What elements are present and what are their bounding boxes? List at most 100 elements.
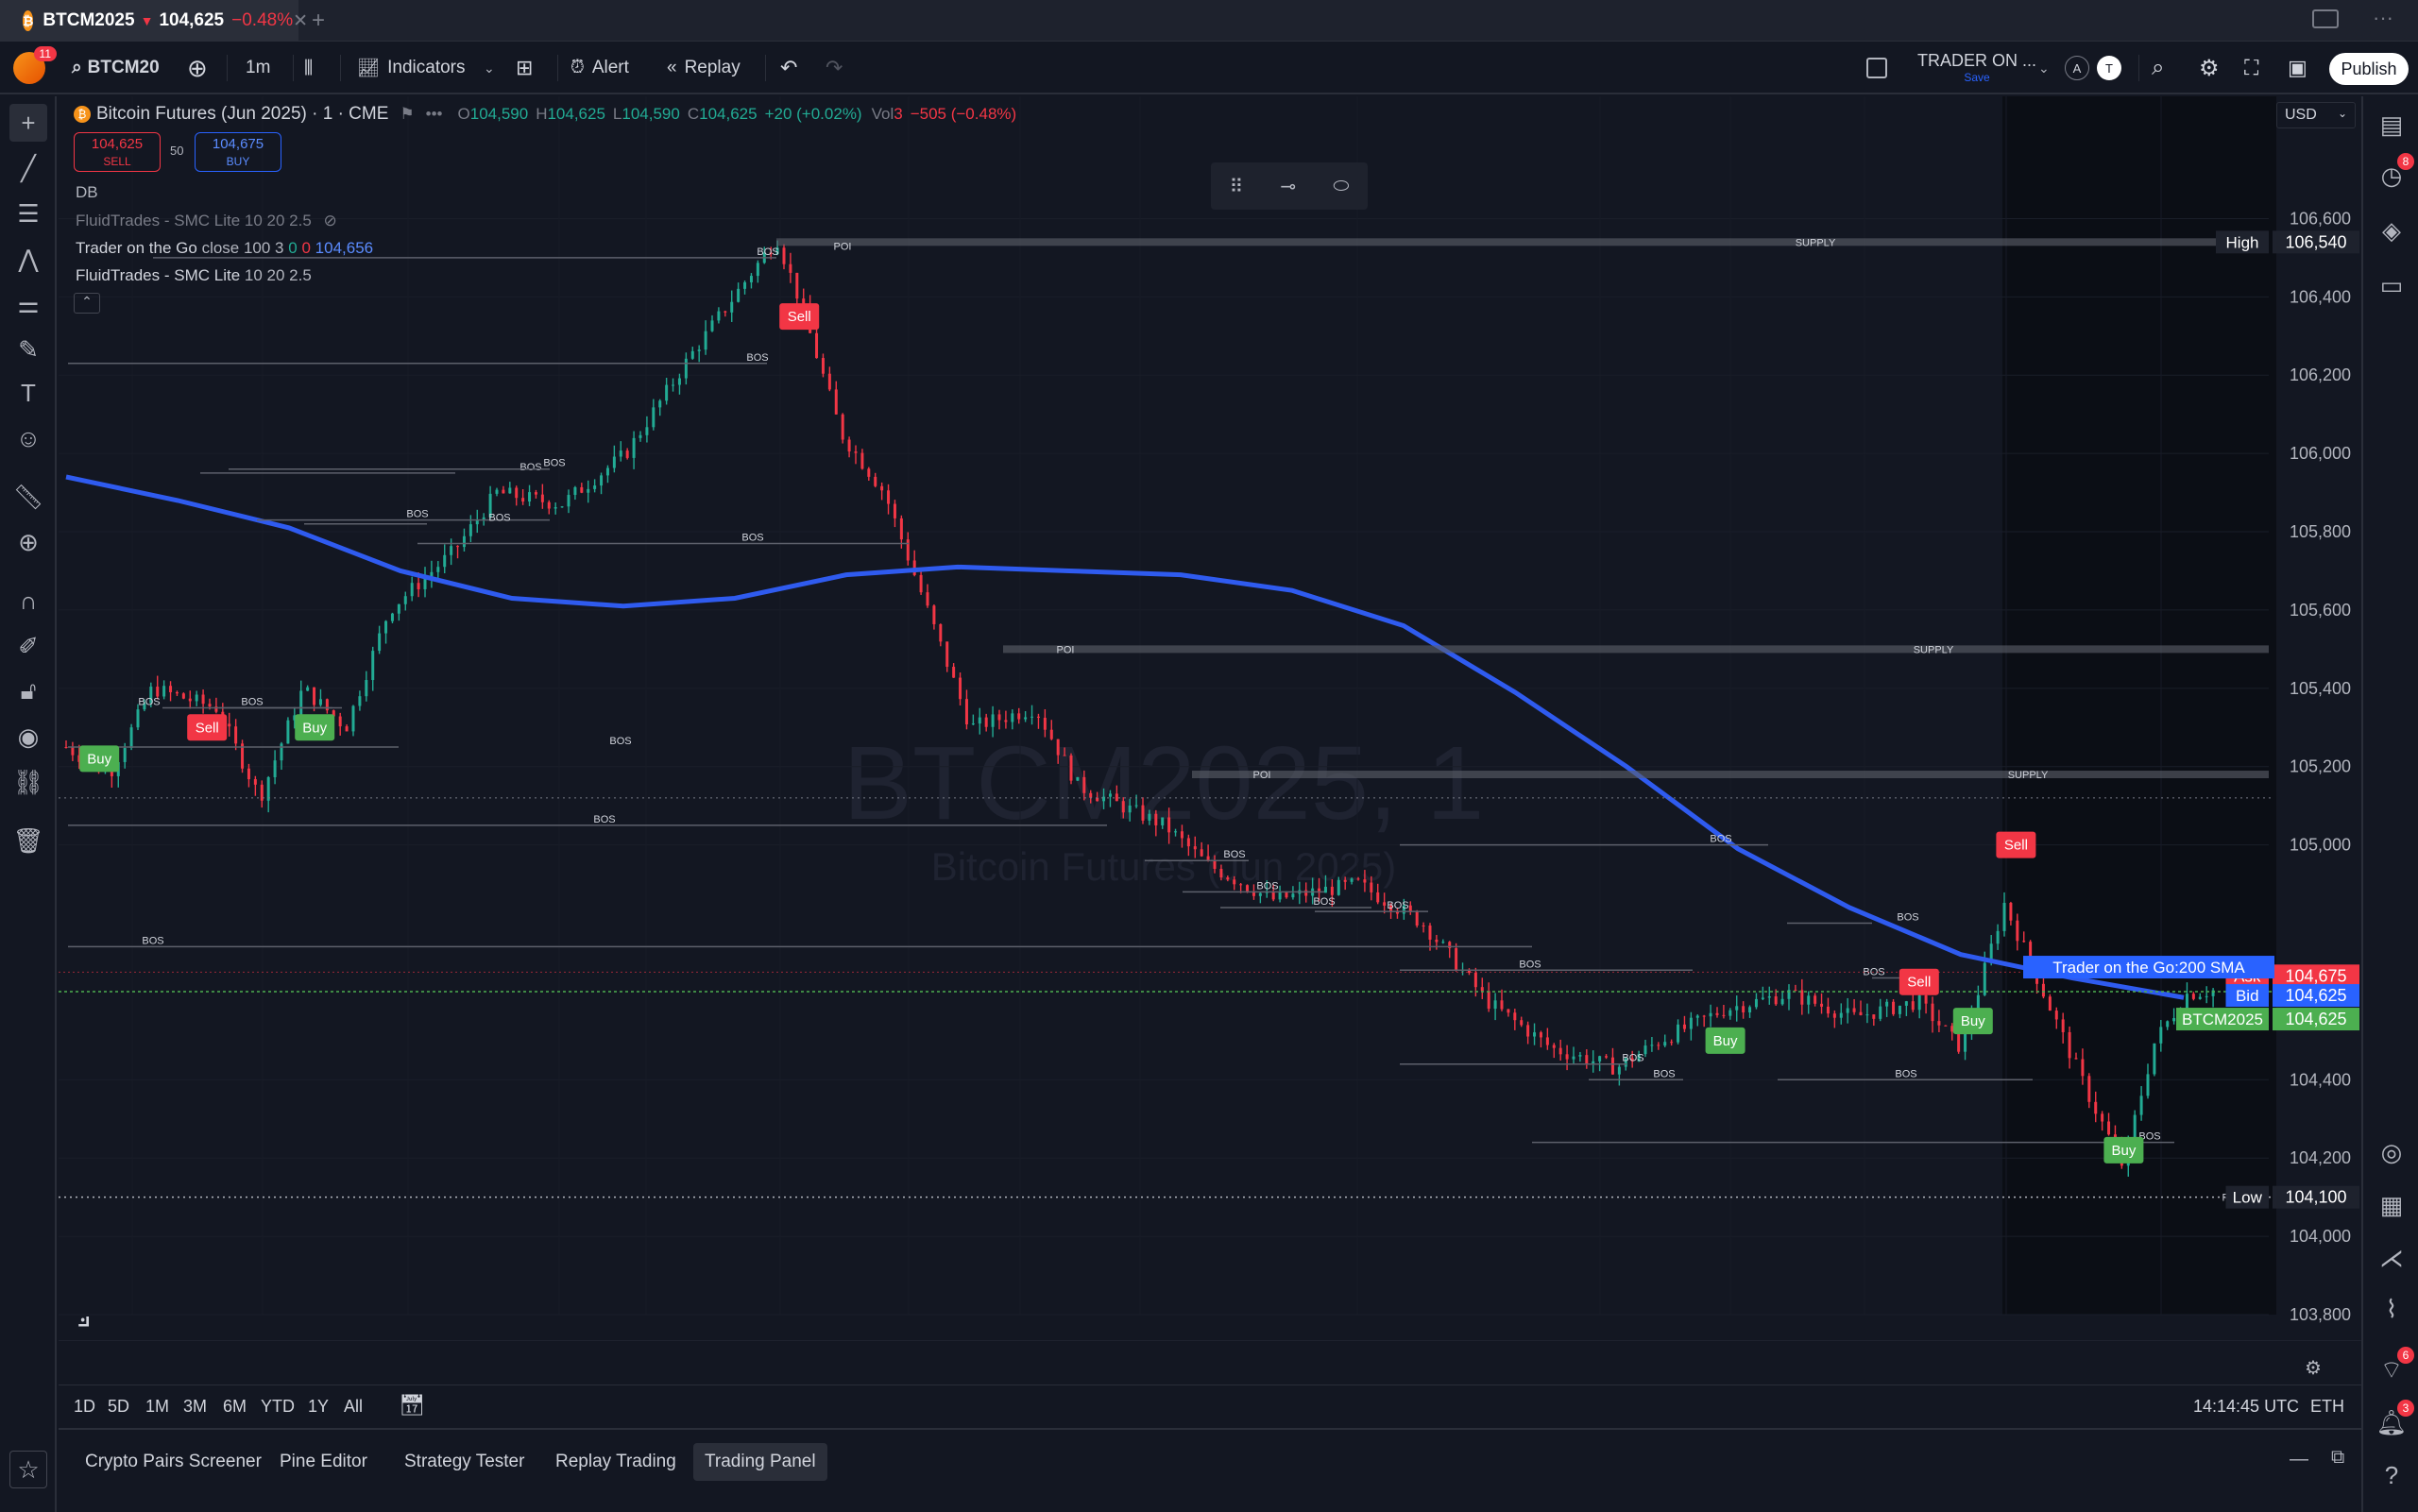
indicators-dropdown-icon[interactable]: ⌄ <box>484 59 495 76</box>
hidden-eye-icon[interactable]: ⊘ <box>323 212 337 229</box>
layout-checkbox[interactable] <box>1866 42 1887 94</box>
scale-settings-icon[interactable]: ⚙ <box>2305 1358 2322 1379</box>
candle-body <box>1487 991 1490 1010</box>
indicator-2-legend[interactable]: Trader on the Go close 100 3 0 0 104,656 <box>76 239 373 258</box>
line-tool-icon[interactable]: ⊸ <box>1280 176 1297 197</box>
flag-icon[interactable]: ⚑ <box>400 105 415 123</box>
layout-name-button[interactable]: TRADER ON ... Save <box>1906 51 2048 84</box>
lock-drawing-icon[interactable]: ✐ <box>18 631 39 660</box>
indicator-1-legend[interactable]: FluidTrades - SMC Lite 10 20 2.5 ⊘ <box>76 212 337 230</box>
help-icon[interactable]: ? <box>2384 1460 2399 1489</box>
candle-body <box>2205 995 2208 997</box>
redo-icon[interactable]: ↷ <box>826 56 843 79</box>
quick-search-icon[interactable]: ⌕ <box>2152 55 2165 80</box>
forecast-icon[interactable]: ⚌ <box>17 289 40 318</box>
series-more-icon[interactable]: ••• <box>425 105 443 123</box>
indicator-3-legend[interactable]: FluidTrades - SMC Lite 10 20 2.5 <box>76 266 312 285</box>
bottom-tab-pine-editor[interactable]: Pine Editor <box>280 1452 367 1471</box>
goto-date-icon[interactable]: 📅︎ <box>399 1393 425 1417</box>
alerts-clock-icon[interactable]: ◷ 8 <box>2373 153 2414 195</box>
bottom-tab-trading-panel[interactable]: Trading Panel <box>693 1443 827 1481</box>
range-button-3m[interactable]: 3M <box>183 1397 208 1416</box>
watchlist-icon[interactable]: ▤ <box>2379 110 2404 139</box>
candle-body <box>821 358 825 374</box>
range-button-1m[interactable]: 1M <box>145 1397 170 1416</box>
axis-tag-label: Bid <box>2236 987 2259 1005</box>
candle-body <box>2191 994 2195 999</box>
favorites-star-icon[interactable]: ☆ <box>9 1451 47 1488</box>
publish-button[interactable]: Publish <box>2329 53 2409 85</box>
clock-label[interactable]: 14:14:45 UTC <box>2193 1397 2300 1416</box>
drag-handle-icon[interactable]: ⠿ <box>1229 176 1244 197</box>
bottom-tab-crypto-pairs-screener[interactable]: Crypto Pairs Screener <box>85 1452 262 1471</box>
indicators-button[interactable]: 📈︎ Indicators <box>357 42 466 94</box>
target-icon[interactable]: ◎ <box>2380 1137 2403 1166</box>
compare-symbol-icon[interactable]: ⊕ <box>187 53 208 82</box>
symbol-tab[interactable]: ₿ BTCM2025 ▼ 104,625 −0.48% ✕ <box>0 0 308 42</box>
brush-icon[interactable]: ✎ <box>18 334 39 364</box>
candle-body <box>1115 793 1118 802</box>
candle-body <box>410 583 414 597</box>
session-label[interactable]: ETH <box>2310 1397 2344 1416</box>
axis-tag-label: Trader on the Go:200 SMA <box>2052 959 2245 977</box>
link-icon[interactable]: ⛓ <box>12 767 44 796</box>
account-a-avatar[interactable]: A <box>2065 42 2089 94</box>
ideas-icon[interactable]: ⋌ <box>2379 1243 2404 1272</box>
chat-icon[interactable]: ▭ <box>2379 270 2404 299</box>
eye-icon[interactable]: ◉ <box>17 722 40 751</box>
bottom-tab-strategy-tester[interactable]: Strategy Tester <box>404 1452 525 1471</box>
symbol-search[interactable]: ⌕ BTCM20 <box>72 42 160 94</box>
emoji-icon[interactable]: ☺ <box>15 423 42 452</box>
chart-type-icon[interactable]: ⫴ <box>304 56 314 79</box>
settings-icon[interactable]: ⚙ <box>2199 55 2220 81</box>
ruler-icon[interactable]: 📏︎ <box>12 482 44 511</box>
crosshair-icon[interactable]: + <box>9 104 47 142</box>
collapse-legend-icon[interactable]: ⌃ <box>74 293 100 314</box>
candle-body <box>652 407 656 428</box>
series-legend[interactable]: ₿ Bitcoin Futures (Jun 2025) · 1 · CME ⚑… <box>74 104 1016 125</box>
chart-pattern-icon[interactable]: ⌇ <box>2385 1294 2398 1323</box>
range-button-6m[interactable]: 6M <box>223 1397 247 1416</box>
fib-retracement-icon[interactable]: ☰ <box>17 198 40 228</box>
snapshot-icon[interactable]: ▣ <box>2288 56 2307 79</box>
minimize-panel-icon[interactable]: — <box>2290 1449 2308 1470</box>
pattern-icon[interactable]: ⋀ <box>18 244 39 273</box>
chart-area[interactable]: BTCM2025, 1 Bitcoin Futures (Jun 2025) 106… <box>59 96 2361 1379</box>
calendar-icon[interactable]: ▦ <box>2379 1190 2404 1219</box>
layout-dropdown-icon[interactable]: ⌄ <box>2038 59 2050 76</box>
user-avatar[interactable]: 11 <box>13 42 57 94</box>
range-button-5d[interactable]: 5D <box>108 1397 130 1416</box>
more-icon[interactable]: ··· <box>2373 6 2393 29</box>
range-button-1d[interactable]: 1D <box>74 1397 96 1416</box>
trend-line-icon[interactable]: ╱ <box>21 153 36 182</box>
bell-icon[interactable]: 🔔︎ 3 <box>2373 1400 2414 1441</box>
screen-icon[interactable] <box>2312 9 2339 28</box>
undo-icon[interactable]: ↶ <box>780 56 798 79</box>
bottom-tab-replay-trading[interactable]: Replay Trading <box>555 1452 676 1471</box>
alert-button[interactable]: ⏰︎ Alert <box>570 42 629 94</box>
lock-icon[interactable]: 🔓︎ <box>20 676 37 705</box>
range-button-all[interactable]: All <box>344 1397 364 1416</box>
new-tab-icon[interactable]: + <box>312 8 326 33</box>
currency-select[interactable]: USD ⌄ <box>2276 102 2356 128</box>
replay-button[interactable]: « Replay <box>667 42 741 94</box>
interval-button[interactable]: 1m <box>246 58 271 77</box>
layouts-icon[interactable]: ⊞ <box>516 56 534 79</box>
buy-button[interactable]: 104,675 BUY <box>195 132 281 172</box>
shape-tool-icon[interactable]: ⬭ <box>1333 175 1350 196</box>
sell-button[interactable]: 104,625 SELL <box>74 132 161 172</box>
trash-icon[interactable]: 🗑︎ <box>12 825 44 855</box>
magnet-icon[interactable]: ∩ <box>19 586 38 615</box>
fullscreen-icon[interactable]: ⛶ <box>2244 56 2259 79</box>
maximize-panel-icon[interactable]: ⧉ <box>2331 1447 2345 1468</box>
text-icon[interactable]: T <box>21 378 36 407</box>
range-button-ytd[interactable]: YTD <box>261 1397 295 1416</box>
stream-icon[interactable]: ⌔ 6 <box>2373 1347 2414 1388</box>
account-t-avatar[interactable]: T <box>2097 42 2121 94</box>
layers-icon[interactable]: ◈ <box>2382 215 2401 245</box>
candle-body <box>1435 939 1439 943</box>
close-tab-icon[interactable]: ✕ <box>293 10 309 31</box>
zoom-in-icon[interactable]: ⊕ <box>18 527 39 556</box>
range-button-1y[interactable]: 1Y <box>308 1397 330 1416</box>
